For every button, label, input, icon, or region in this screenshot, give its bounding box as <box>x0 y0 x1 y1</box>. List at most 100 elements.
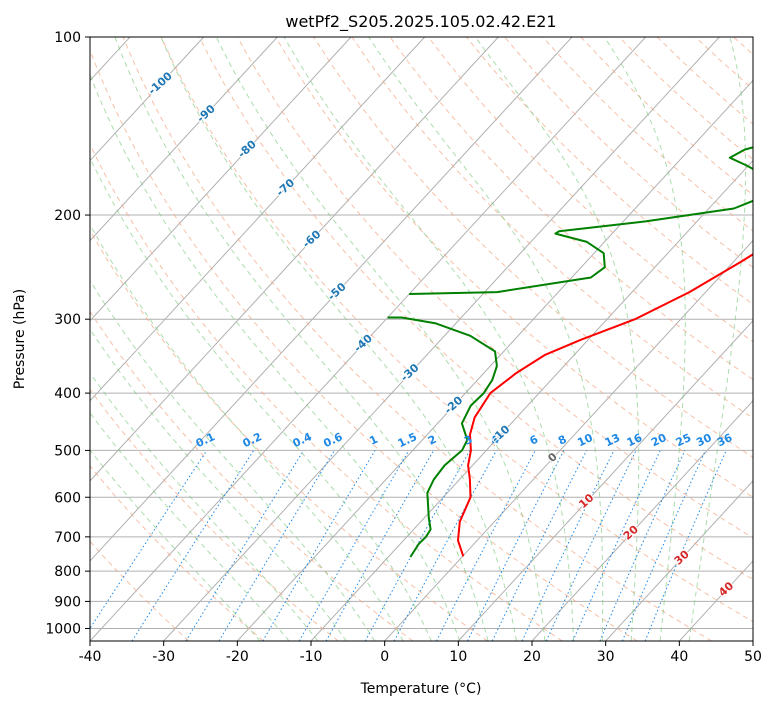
isotherm-line <box>90 37 426 402</box>
dry-adiabat <box>695 37 753 90</box>
x-tick-label: 10 <box>449 649 467 665</box>
mixing-ratio-line <box>298 450 410 641</box>
isotherm-line <box>90 37 499 482</box>
dewpoint-profile <box>387 316 498 558</box>
mixing-ratio-label: 16 <box>625 431 645 449</box>
x-tick-label: 20 <box>523 649 541 665</box>
mixing-ratio-line <box>599 450 686 641</box>
mixing-ratio-line <box>572 450 661 641</box>
dry-adiabat <box>90 388 339 641</box>
moist-adiabat <box>90 156 432 641</box>
moist-adiabat <box>90 279 376 641</box>
mixing-ratio-line <box>393 450 497 641</box>
dry-adiabat <box>275 37 753 498</box>
mixing-ratio-label: 13 <box>603 431 622 449</box>
moist-adiabat <box>90 73 461 641</box>
dry-adiabat <box>90 48 638 641</box>
profiles <box>387 146 753 558</box>
dry-adiabat <box>122 37 712 641</box>
isotherm-line <box>90 37 647 641</box>
mixing-ratio-line <box>435 450 536 641</box>
dry-adiabat <box>427 37 753 343</box>
mixing-ratio-line <box>90 450 208 630</box>
mixing-ratio-label: 36 <box>715 431 735 449</box>
mixing-ratio-line <box>262 450 376 641</box>
moist-adiabat <box>688 37 747 641</box>
mixing-ratio-label: 6 <box>528 433 541 448</box>
mixing-ratio-label: 8 <box>556 433 568 448</box>
mixing-ratio-line <box>491 450 588 641</box>
dry-adiabat <box>504 37 753 268</box>
isotherm-line <box>90 37 352 322</box>
temperature-profile <box>457 253 753 557</box>
mixing-ratio-line <box>364 450 471 641</box>
dry-adiabat <box>90 465 264 641</box>
dry-adiabat <box>656 37 753 125</box>
isotherm-line <box>457 319 753 641</box>
moist-adiabat <box>90 449 261 641</box>
mixing-ratio-line <box>545 450 637 641</box>
dry-adiabat <box>160 37 753 623</box>
chart-title: wetPf2_S205.2025.105.02.42.E21 <box>285 12 556 32</box>
mixing-ratio-line <box>185 450 305 641</box>
moist-adiabat <box>474 37 640 641</box>
isotherm-line <box>310 159 753 641</box>
mixing-ratio-label: 0.1 <box>194 430 217 450</box>
mixing-ratio-line <box>218 450 335 641</box>
x-axis-label: Temperature (°C) <box>360 681 482 697</box>
y-tick-label: 300 <box>54 312 81 328</box>
y-tick-label: 700 <box>54 530 81 546</box>
isotherm-line <box>90 37 205 162</box>
y-tick-label: 800 <box>54 564 81 580</box>
y-tick-label: 200 <box>54 208 81 224</box>
dry-adiabat <box>90 229 488 641</box>
dry-adiabat <box>466 37 753 305</box>
plot-area <box>90 37 753 641</box>
isotherm-line <box>236 79 753 641</box>
x-tick-label: 30 <box>597 649 615 665</box>
y-tick-label: 400 <box>54 386 81 402</box>
isotherm-line <box>90 37 278 242</box>
dry-adiabat <box>237 37 753 539</box>
moist-adiabat <box>90 223 404 641</box>
y-axis-label: Pressure (hPa) <box>12 289 28 389</box>
dry-adiabat <box>580 37 753 196</box>
mixing-ratio-label: 0.2 <box>241 430 264 450</box>
isotherm-line <box>384 239 753 641</box>
isotherm-line <box>163 37 720 641</box>
dry-adiabat <box>90 143 563 641</box>
y-tick-label: 600 <box>54 490 81 506</box>
y-tick-label: 100 <box>54 30 81 46</box>
isotherm-line <box>678 560 753 641</box>
background-lines <box>90 37 753 641</box>
x-tick-label: 50 <box>744 649 762 665</box>
mixing-ratio-label: 25 <box>674 431 693 449</box>
y-tick-label: 1000 <box>45 621 81 637</box>
mixing-ratio-line <box>644 450 727 641</box>
x-tick-label: -40 <box>79 649 102 665</box>
moist-adiabat <box>90 372 319 641</box>
dewpoint-profile-upper <box>409 146 753 295</box>
dry-adiabat <box>389 37 753 381</box>
moist-adiabat <box>160 37 517 641</box>
mixing-ratio-label: 2 <box>426 433 438 448</box>
moist-adiabat <box>283 37 575 641</box>
moist-adiabat <box>215 37 546 641</box>
x-tick-label: 40 <box>670 649 688 665</box>
moist-adiabat <box>603 37 686 641</box>
dry-adiabat <box>90 310 414 641</box>
y-axis: 100 200 300 400 500 600 700 800 900 1000 <box>45 30 90 637</box>
mixing-ratio-line <box>325 450 435 641</box>
moist-adiabat <box>90 412 290 641</box>
x-axis: -40 -30 -20 -10 0 10 20 30 40 50 <box>79 641 762 665</box>
isotherm-line <box>752 640 753 641</box>
dry-adiabat <box>733 37 753 56</box>
mixing-ratio-line <box>467 450 565 641</box>
mixing-ratio-label: 1 <box>367 433 379 448</box>
mixing-ratio-label: 30 <box>694 431 714 449</box>
x-tick-label: 0 <box>380 649 389 665</box>
y-tick-label: 900 <box>54 594 81 610</box>
isotherm-line <box>90 37 573 562</box>
dry-adiabat <box>313 37 753 458</box>
